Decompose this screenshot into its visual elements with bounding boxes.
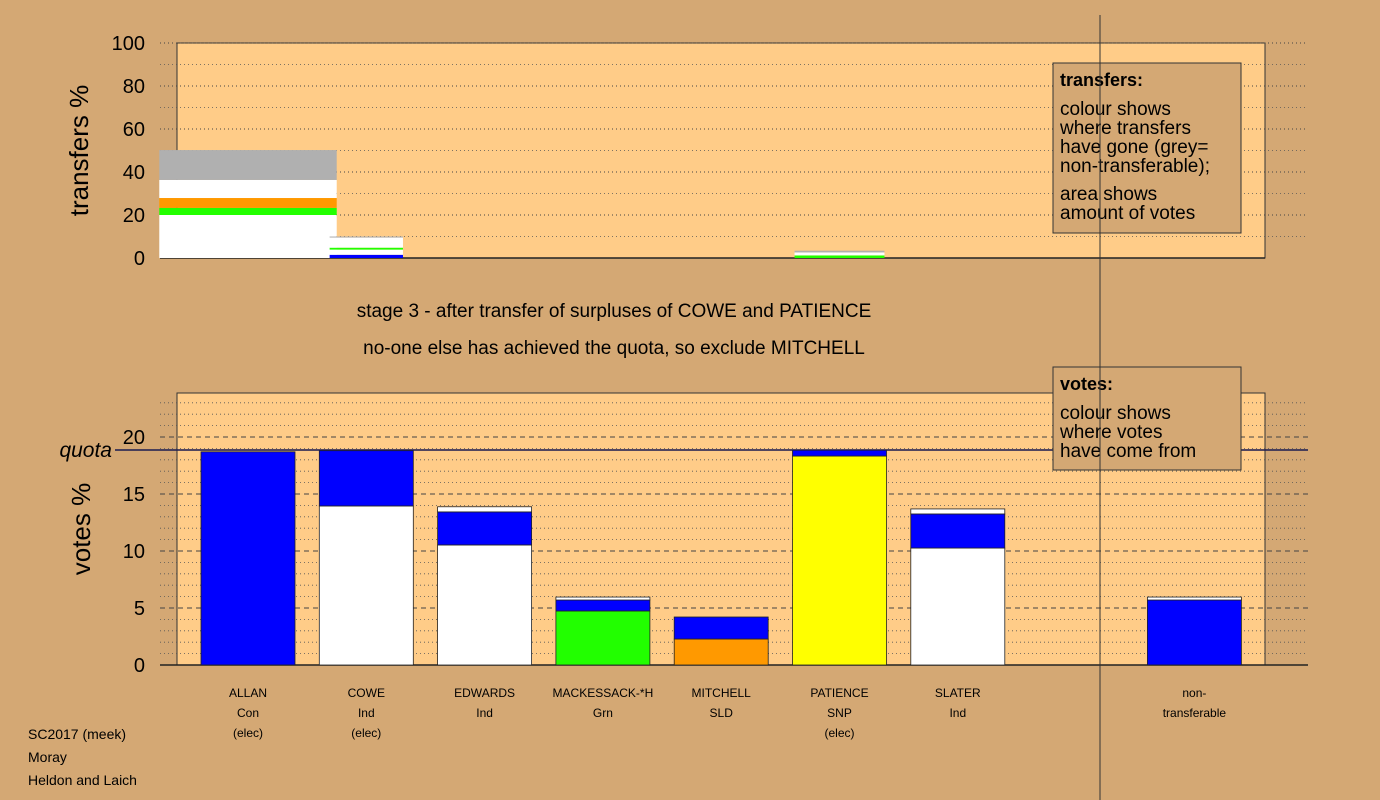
x-tick-label: non- <box>1182 686 1206 700</box>
bar-segment <box>910 513 1006 549</box>
bar-segment <box>159 150 337 180</box>
footer-text: SC2017 (meek) <box>28 726 126 742</box>
bar-segment <box>159 207 337 215</box>
bar-segment <box>673 616 769 640</box>
note-text: have come from <box>1060 441 1196 462</box>
bar-segment <box>555 599 651 612</box>
bar-segment <box>794 255 885 258</box>
bar-segment <box>318 450 414 507</box>
x-tick-label: ALLAN <box>229 686 267 700</box>
note-box <box>1052 62 1242 234</box>
y-tick-label: 40 <box>123 162 145 184</box>
y-tick-label: 15 <box>123 484 145 506</box>
quota-label: quota <box>59 439 112 462</box>
bar-segment <box>673 638 769 666</box>
y-axis-label: transfers % <box>64 85 94 217</box>
bar-segment <box>329 237 403 248</box>
bar-segment <box>437 511 533 546</box>
bar-segment <box>329 247 403 250</box>
note-text: colour shows <box>1060 99 1171 120</box>
y-tick-label: 60 <box>123 119 145 141</box>
bar-segment <box>200 451 296 666</box>
bar-segment <box>159 215 337 258</box>
y-tick-label: 10 <box>123 541 145 563</box>
note-title: transfers: <box>1060 70 1143 90</box>
note-text: where transfers <box>1059 118 1191 139</box>
bar-segment <box>794 252 885 256</box>
bar-segment <box>159 198 337 208</box>
x-tick-label: transferable <box>1163 706 1227 720</box>
x-tick-label: MACKESSACK-*H <box>553 686 654 700</box>
y-tick-label: 20 <box>123 205 145 227</box>
bar-segment <box>437 544 533 666</box>
note-text: area shows <box>1060 184 1157 205</box>
note-text: amount of votes <box>1060 203 1195 224</box>
bar-segment <box>329 236 403 238</box>
bar-segment <box>318 505 414 666</box>
x-tick-label: COWE <box>348 686 385 700</box>
note-box <box>1052 366 1242 471</box>
y-tick-label: 20 <box>123 427 145 449</box>
bar-segment <box>1147 599 1242 666</box>
bar-segment <box>437 506 533 513</box>
footer-text: Heldon and Laich <box>28 772 137 788</box>
x-tick-label: Ind <box>476 706 493 720</box>
x-tick-label: SNP <box>827 706 852 720</box>
y-axis-label: votes % <box>66 483 96 576</box>
stage-text: stage 3 - after transfer of surpluses of… <box>357 301 872 322</box>
bar-segment <box>794 250 885 253</box>
note-title: votes: <box>1060 374 1113 394</box>
bar-segment <box>329 249 403 255</box>
y-tick-label: 100 <box>112 33 145 55</box>
y-tick-label: 0 <box>134 655 145 677</box>
x-tick-label: (elec) <box>233 726 263 740</box>
x-tick-label: MITCHELL <box>692 686 752 700</box>
x-tick-label: Grn <box>593 706 613 720</box>
bar-segment <box>555 596 651 601</box>
bar-segment <box>159 179 337 199</box>
bar-segment <box>910 547 1006 666</box>
note-text: where votes <box>1059 422 1162 443</box>
bar-segment <box>555 610 651 666</box>
stage-text: no-one else has achieved the quota, so e… <box>363 338 865 359</box>
note-text: non-transferable); <box>1060 156 1210 177</box>
x-tick-label: SLD <box>710 706 734 720</box>
bar-segment <box>329 254 403 258</box>
x-tick-label: Ind <box>358 706 375 720</box>
x-tick-label: (elec) <box>351 726 381 740</box>
bar-segment <box>910 508 1006 515</box>
note-text: colour shows <box>1060 403 1171 424</box>
x-tick-label: EDWARDS <box>454 686 515 700</box>
x-tick-label: Con <box>237 706 259 720</box>
note-text: have gone (grey= <box>1060 137 1208 158</box>
footer-text: Moray <box>28 749 67 765</box>
bar-segment <box>792 455 887 666</box>
bar-segment <box>792 449 887 457</box>
y-tick-label: 0 <box>134 248 145 270</box>
y-tick-label: 5 <box>134 598 145 620</box>
x-tick-label: Ind <box>949 706 966 720</box>
x-tick-label: (elec) <box>824 726 854 740</box>
x-tick-label: PATIENCE <box>810 686 868 700</box>
bar-segment <box>1147 596 1242 601</box>
y-tick-label: 80 <box>123 76 145 98</box>
x-tick-label: SLATER <box>935 686 981 700</box>
